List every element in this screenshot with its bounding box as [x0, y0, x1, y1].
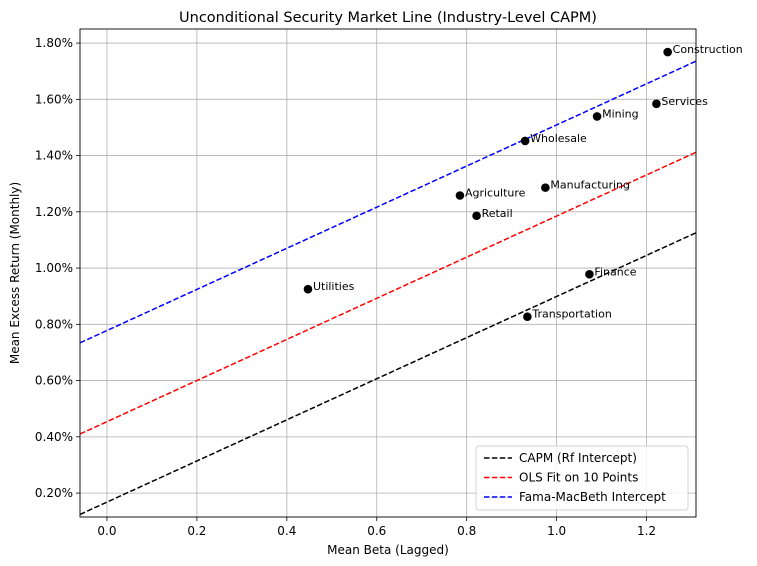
series-line [80, 60, 696, 344]
axis-ticks: 0.0 0.2 0.4 0.6 0.8 1.0 1.2 0.20% 0.40% 0.60% 0.80… [35, 36, 656, 538]
y-tick-label: 1.80% [35, 36, 73, 50]
data-point [520, 136, 530, 146]
y-tick-label: 1.60% [35, 92, 73, 106]
y-tick-label: 0.80% [35, 317, 73, 331]
x-tick-label: 0.6 [367, 524, 386, 538]
y-tick-label: 1.20% [35, 205, 73, 219]
point-label: Retail [482, 207, 513, 220]
legend: CAPM (Rf Intercept) OLS Fit on 10 Points F… [475, 445, 689, 511]
data-point [652, 99, 661, 109]
x-tick-label: 0.8 [457, 524, 476, 538]
data-point [592, 112, 602, 121]
data-point [663, 47, 672, 57]
point-label: Construction [673, 43, 743, 56]
point-label: Manufacturing [550, 179, 630, 192]
plot-area [80, 60, 696, 516]
data-point [541, 183, 550, 192]
y-tick-label: 1.40% [35, 149, 73, 163]
x-tick-label: 0.0 [97, 524, 116, 538]
series-line [80, 151, 696, 435]
point-label: Agriculture [465, 187, 526, 200]
point-label: Mining [602, 107, 639, 120]
axes-frame [79, 28, 697, 518]
point-label: Services [661, 95, 708, 108]
x-tick-label: 1.0 [547, 524, 566, 538]
legend-label: Fama-MacBeth Intercept [519, 490, 666, 504]
x-axis-label: Mean Beta (Lagged) [327, 543, 449, 557]
chart-title: Unconditional Security Market Line (Indu… [179, 10, 597, 26]
point-label: Utilities [313, 280, 355, 293]
y-tick-label: 0.60% [35, 374, 73, 388]
series-line [80, 232, 696, 516]
point-label: Wholesale [530, 132, 587, 145]
x-tick-label: 1.2 [637, 524, 656, 538]
y-tick-label: 1.00% [35, 261, 73, 275]
data-point [455, 191, 465, 200]
data-point [303, 284, 313, 294]
grid [80, 29, 696, 517]
point-label: Finance [594, 265, 636, 278]
data-point [585, 269, 594, 279]
legend-label: CAPM (Rf Intercept) [519, 451, 637, 465]
x-tick-label: 0.4 [277, 524, 296, 538]
data-point [523, 312, 532, 322]
legend-label: OLS Fit on 10 Points [519, 471, 638, 485]
y-axis-label: Mean Excess Return (Monthly) [8, 182, 22, 364]
data-point [472, 211, 481, 221]
point-label: Transportation [531, 308, 611, 321]
x-tick-label: 0.2 [187, 524, 206, 538]
y-tick-label: 0.20% [35, 486, 73, 500]
y-tick-label: 0.40% [35, 430, 73, 444]
legend-box [475, 445, 689, 511]
